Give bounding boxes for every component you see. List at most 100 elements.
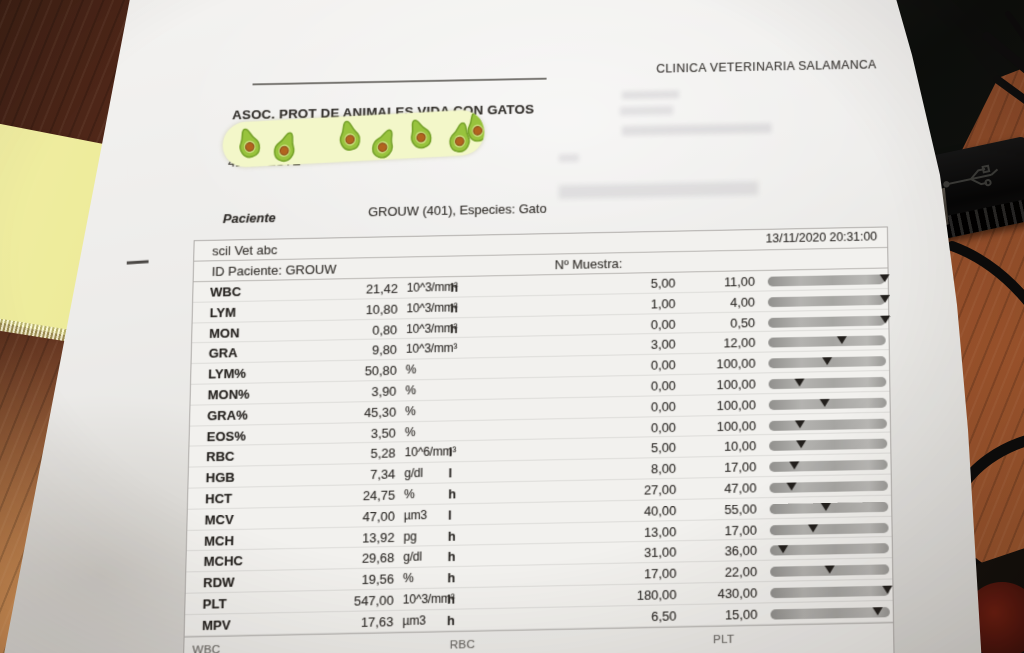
range-bar [767,271,890,287]
ref-range-high: 15,00 [724,606,758,623]
results-rows: WBC 21,42 10^3/mm³ h 5,00 11,00 LYM 10,8… [184,268,893,637]
histogram-label-plt: PLT [713,633,735,646]
value-marker-triangle [879,274,890,283]
range-bar-track [768,376,887,390]
parameter-value: 17,63 [360,613,394,630]
ghost-text-line [622,123,772,136]
abnormal-flag: l [448,465,453,481]
value-marker-triangle [872,606,884,616]
parameter-name: GRA [208,345,238,362]
ref-range-low: 3,00 [650,336,676,353]
parameter-value: 47,00 [362,508,395,525]
range-bar-track [770,585,890,599]
value-marker-triangle [788,461,800,470]
sample-number-label: Nº Muestra: [554,256,623,273]
ref-range-low: 0,00 [650,316,676,332]
value-marker-triangle [795,419,806,429]
abnormal-flag: h [447,570,456,586]
parameter-unit: % [404,424,416,439]
range-bar [768,374,887,390]
parameter-unit: % [405,362,417,377]
value-marker-triangle [821,502,832,511]
parameter-value: 21,42 [365,281,398,297]
parameter-unit: g/dl [404,466,424,481]
parameter-name: LYM% [208,366,247,382]
parameter-name: MPV [201,617,231,633]
ref-range-low: 8,00 [651,460,677,477]
ghost-text-line [620,105,674,116]
range-bar-track [767,294,886,307]
range-bar [768,353,887,369]
ref-range-low: 5,00 [650,275,676,291]
avocado-icon [364,124,402,166]
range-bar [770,561,890,578]
header-rule [252,77,547,86]
ref-range-high: 100,00 [716,376,756,393]
parameter-unit: % [405,403,416,419]
ref-range-high: 100,00 [716,397,756,413]
range-bar-track [768,418,888,431]
ref-range-high: 4,00 [730,294,756,310]
value-marker-triangle [786,482,798,491]
value-marker-triangle [879,315,890,324]
value-marker-triangle [822,357,833,366]
usb-flash-drive [920,135,1024,241]
parameter-unit: µm3 [403,507,428,523]
range-bar [769,436,888,452]
abnormal-flag: h [447,591,456,607]
value-marker-triangle [879,294,890,303]
value-marker-triangle [824,565,835,574]
parameter-value: 3,50 [370,425,396,441]
histogram-label-rbc: RBC [449,638,476,652]
ref-range-high: 0,50 [730,314,756,331]
range-bar-track [769,438,888,452]
range-bar-track [769,522,889,535]
ref-range-high: 17,00 [724,522,757,538]
parameter-value: 5,28 [370,445,396,462]
ref-range-high: 11,00 [724,274,755,290]
parameter-unit: % [405,383,416,398]
ref-range-high: 100,00 [716,355,756,372]
avocado-privacy-sticker [222,109,485,169]
parameter-value: 7,34 [370,466,396,483]
range-bar [770,604,890,620]
abnormal-flag: h [446,612,455,628]
parameter-name: MON [209,325,240,341]
parameter-unit: % [403,487,415,502]
parameter-name: RDW [202,574,235,591]
value-marker-triangle [794,378,805,387]
parameter-unit: % [402,571,414,586]
ref-range-high: 36,00 [724,543,757,559]
avocado-icon [444,120,476,159]
ghost-text-line [558,181,759,199]
ref-range-low: 0,00 [650,357,676,373]
range-bar [768,395,887,410]
range-bar [768,333,886,348]
parameter-value: 547,00 [353,592,394,609]
range-bar [769,519,889,535]
value-marker-triangle [881,585,893,594]
parameter-value: 10,80 [365,301,398,317]
value-marker-triangle [778,545,789,554]
report-datetime: 13/11/2020 20:31:00 [765,229,878,246]
ref-range-low: 31,00 [644,544,677,561]
avocado-icon [334,118,366,158]
range-bar [769,478,888,494]
parameter-unit: µm3 [402,613,426,628]
clinic-name: CLINICA VETERINARIA SALAMANCA [656,57,877,76]
parameter-unit: 10^3/mm³ [405,341,458,357]
parameter-name: EOS% [206,428,246,444]
patient-id: ID Paciente: GROUW [211,261,337,279]
parameter-name: MCH [203,532,235,549]
ref-range-low: 0,00 [651,419,676,435]
range-bar [768,312,890,328]
ref-range-low: 1,00 [650,296,676,312]
ref-range-high: 17,00 [724,459,757,476]
patient-info: GROUW (401), Especies: Gato [368,201,547,220]
parameter-name: MCV [204,511,234,528]
ref-range-high: 12,00 [723,335,756,351]
margin-mark [126,260,149,264]
abnormal-flag: l [448,444,453,460]
